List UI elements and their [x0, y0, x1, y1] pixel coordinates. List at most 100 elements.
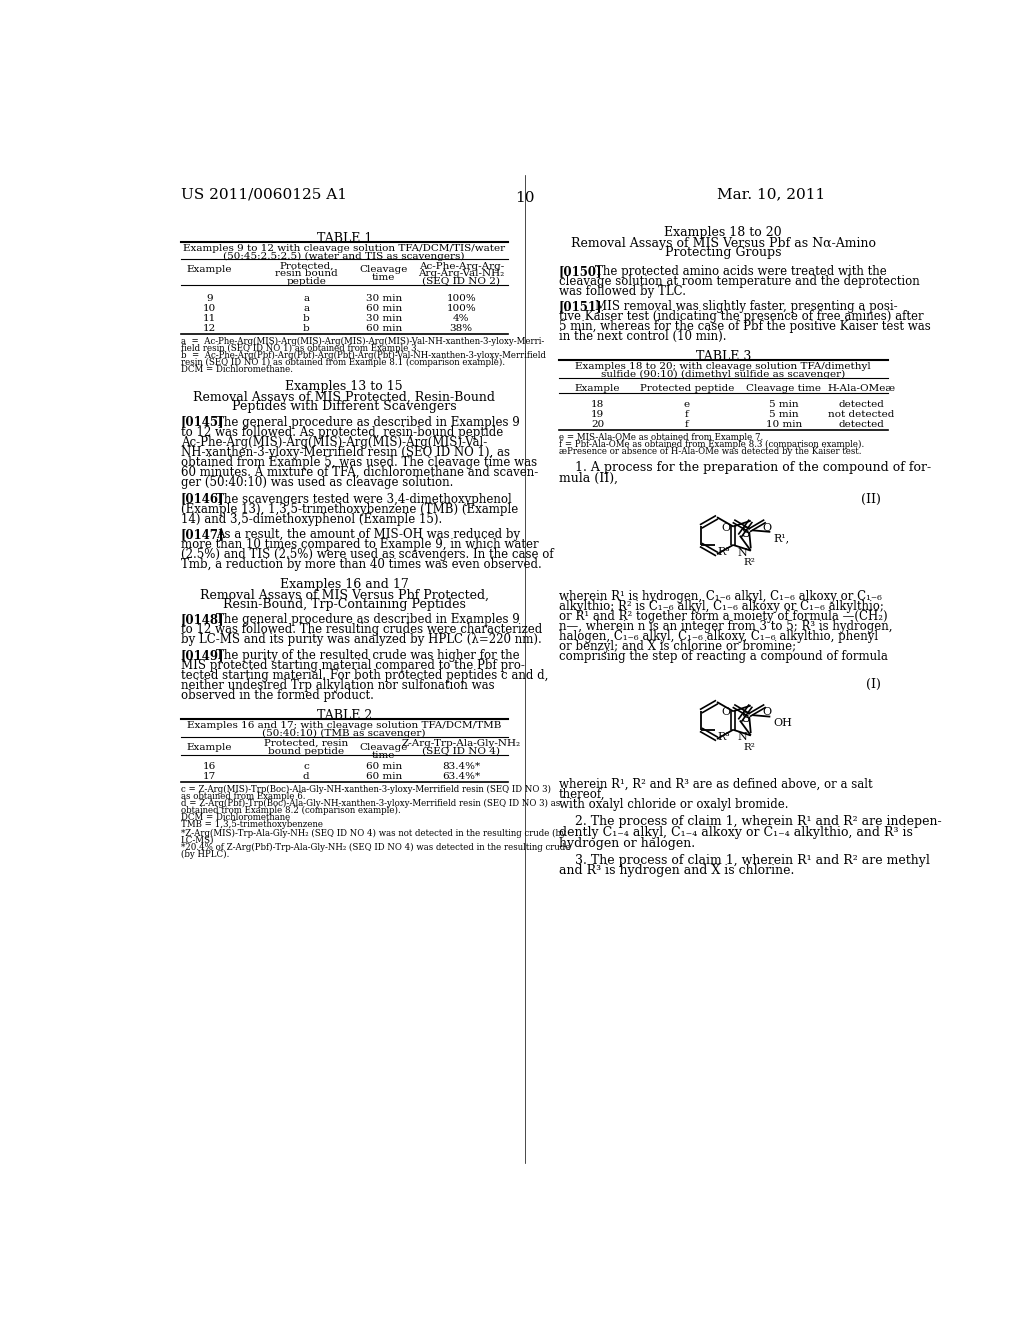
- Text: a: a: [303, 294, 309, 302]
- Text: f: f: [685, 420, 689, 429]
- Text: 5 min: 5 min: [769, 411, 799, 420]
- Text: TABLE 1: TABLE 1: [316, 231, 372, 244]
- Text: was followed by TLC.: was followed by TLC.: [559, 285, 686, 298]
- Text: observed in the formed product.: observed in the formed product.: [180, 689, 374, 702]
- Text: R²: R²: [743, 558, 755, 568]
- Text: Examples 18 to 20; with cleavage solution TFA/dimethyl: Examples 18 to 20; with cleavage solutio…: [575, 363, 871, 371]
- Text: Ac-Phe-Arg-Arg-: Ac-Phe-Arg-Arg-: [419, 261, 504, 271]
- Text: MIS protected starting material compared to the Pbf pro-: MIS protected starting material compared…: [180, 659, 524, 672]
- Text: to 12 was followed. The resulting crudes were characterized: to 12 was followed. The resulting crudes…: [180, 623, 542, 636]
- Text: Protecting Groups: Protecting Groups: [665, 246, 781, 259]
- Text: Removal Assays of MIS Protected, Resin-Bound: Removal Assays of MIS Protected, Resin-B…: [194, 391, 496, 404]
- Text: S: S: [742, 711, 751, 725]
- Text: e: e: [684, 400, 690, 409]
- Text: time: time: [372, 273, 395, 282]
- Text: R³: R³: [717, 548, 730, 557]
- Text: DCM = Dichloromethane.: DCM = Dichloromethane.: [180, 364, 293, 374]
- Text: Protected,: Protected,: [279, 261, 334, 271]
- Text: a  =  Ac-Phe-Arg(MIS)-Arg(MIS)-Arg(MIS)-Arg(MIS)-Val-NH-xanthen-3-yloxy-Merri-: a = Ac-Phe-Arg(MIS)-Arg(MIS)-Arg(MIS)-Ar…: [180, 337, 544, 346]
- Text: O: O: [721, 708, 730, 718]
- Text: 12: 12: [203, 323, 216, 333]
- Text: O: O: [721, 523, 730, 533]
- Text: (50:45:2.5:2.5) (water and TIS as scavengers): (50:45:2.5:2.5) (water and TIS as scaven…: [223, 252, 465, 260]
- Text: (by HPLC).: (by HPLC).: [180, 850, 229, 859]
- Text: (SEQ ID NO 4): (SEQ ID NO 4): [422, 747, 501, 755]
- Text: f: f: [685, 411, 689, 420]
- Text: 10: 10: [203, 304, 216, 313]
- Text: 100%: 100%: [446, 304, 476, 313]
- Text: 18: 18: [591, 400, 604, 409]
- Text: DCM = Dichloromethane: DCM = Dichloromethane: [180, 813, 290, 822]
- Text: (II): (II): [861, 494, 882, 507]
- Text: bound peptide: bound peptide: [268, 747, 344, 755]
- Text: field resin (SEQ ID NO 1) as obtained from Example 3.: field resin (SEQ ID NO 1) as obtained fr…: [180, 345, 419, 352]
- Text: TABLE 2: TABLE 2: [316, 709, 372, 722]
- Text: b: b: [303, 323, 309, 333]
- Text: OH: OH: [773, 718, 793, 729]
- Text: (50:40:10) (TMB as scavenger): (50:40:10) (TMB as scavenger): [262, 729, 426, 738]
- Text: neither undesired Trp alkylation nor sulfonation was: neither undesired Trp alkylation nor sul…: [180, 678, 495, 692]
- Text: [0145]: [0145]: [180, 416, 224, 429]
- Text: or R¹ and R² together form a moiety of formula —(CH₂): or R¹ and R² together form a moiety of f…: [559, 610, 888, 623]
- Text: N: N: [738, 733, 748, 742]
- Text: As a result, the amount of MIS-OH was reduced by: As a result, the amount of MIS-OH was re…: [216, 528, 520, 541]
- Text: (I): (I): [866, 678, 882, 692]
- Text: [0151]: [0151]: [559, 300, 602, 313]
- Text: 5 min: 5 min: [769, 400, 799, 409]
- Text: Example: Example: [574, 384, 621, 393]
- Text: Z-Arg-Trp-Ala-Gly-NH₂: Z-Arg-Trp-Ala-Gly-NH₂: [401, 739, 521, 748]
- Text: d: d: [303, 772, 309, 781]
- Text: Cleavage: Cleavage: [359, 743, 408, 752]
- Text: resin bound: resin bound: [274, 269, 338, 279]
- Text: hydrogen or halogen.: hydrogen or halogen.: [559, 837, 695, 850]
- Text: and R³ is hydrogen and X is chlorine.: and R³ is hydrogen and X is chlorine.: [559, 865, 795, 878]
- Text: [0147]: [0147]: [180, 528, 224, 541]
- Text: 83.4%*: 83.4%*: [442, 762, 480, 771]
- Text: not detected: not detected: [828, 411, 894, 420]
- Text: detected: detected: [839, 400, 884, 409]
- Text: 9: 9: [206, 294, 213, 302]
- Text: O: O: [762, 523, 771, 533]
- Text: Protected, resin: Protected, resin: [264, 739, 348, 748]
- Text: obtained from Example 5, was used. The cleavage time was: obtained from Example 5, was used. The c…: [180, 455, 537, 469]
- Text: by LC-MS and its purity was analyzed by HPLC (λ=220 nm).: by LC-MS and its purity was analyzed by …: [180, 634, 542, 647]
- Text: 10 min: 10 min: [766, 420, 802, 429]
- Text: 4%: 4%: [453, 314, 469, 323]
- Text: b: b: [303, 314, 309, 323]
- Text: [0146]: [0146]: [180, 492, 224, 506]
- Text: f = Pbf-Ala-OMe as obtained from Example 8.3 (comparison example).: f = Pbf-Ala-OMe as obtained from Example…: [559, 441, 864, 449]
- Text: c: c: [303, 762, 309, 771]
- Text: comprising the step of reacting a compound of formula: comprising the step of reacting a compou…: [559, 649, 888, 663]
- Text: e = MIS-Ala-OMe as obtained from Example 7.: e = MIS-Ala-OMe as obtained from Example…: [559, 433, 763, 442]
- Text: 16: 16: [203, 762, 216, 771]
- Text: obtained from Example 8.2 (comparison example).: obtained from Example 8.2 (comparison ex…: [180, 807, 400, 814]
- Text: 30 min: 30 min: [366, 314, 401, 323]
- Text: thereof,: thereof,: [559, 788, 605, 801]
- Text: halogen, C₁₋₆ alkyl, C₁₋₆ alkoxy, C₁₋₆ alkylthio, phenyl: halogen, C₁₋₆ alkyl, C₁₋₆ alkoxy, C₁₋₆ a…: [559, 630, 878, 643]
- Text: S: S: [742, 527, 751, 540]
- Text: Resin-Bound, Trp-Containing Peptides: Resin-Bound, Trp-Containing Peptides: [223, 598, 466, 611]
- Text: LC-MS): LC-MS): [180, 836, 214, 845]
- Text: TABLE 3: TABLE 3: [695, 350, 751, 363]
- Text: 60 minutes. A mixture of TFA, dichloromethane and scaven-: 60 minutes. A mixture of TFA, dichlorome…: [180, 466, 538, 479]
- Text: Examples 16 and 17: Examples 16 and 17: [280, 578, 409, 591]
- Text: d = Z-Arg(Pbf)-Trp(Boc)-Ala-Gly-NH-xanthen-3-yloxy-Merrifield resin (SEQ ID NO 3: d = Z-Arg(Pbf)-Trp(Boc)-Ala-Gly-NH-xanth…: [180, 799, 560, 808]
- Text: as obtained from Example 6.: as obtained from Example 6.: [180, 792, 305, 801]
- Text: n—, wherein n is an integer from 3 to 5; R³ is hydrogen,: n—, wherein n is an integer from 3 to 5;…: [559, 619, 892, 632]
- Text: Removal Assays of MIS Versus Pbf as Nα-Amino: Removal Assays of MIS Versus Pbf as Nα-A…: [570, 238, 876, 249]
- Text: (2.5%) and TIS (2.5%) were used as scavengers. In the case of: (2.5%) and TIS (2.5%) were used as scave…: [180, 548, 553, 561]
- Text: ger (50:40:10) was used as cleavage solution.: ger (50:40:10) was used as cleavage solu…: [180, 475, 453, 488]
- Text: Cleavage: Cleavage: [359, 265, 408, 275]
- Text: resin (SEQ ID NO 1) as obtained from Example 8.1 (comparison example).: resin (SEQ ID NO 1) as obtained from Exa…: [180, 358, 505, 367]
- Text: c = Z-Arg(MIS)-Trp(Boc)-Ala-Gly-NH-xanthen-3-yloxy-Merrifield resin (SEQ ID NO 3: c = Z-Arg(MIS)-Trp(Boc)-Ala-Gly-NH-xanth…: [180, 785, 551, 795]
- Text: 60 min: 60 min: [366, 772, 401, 781]
- Text: 14) and 3,5-dimethoxyphenol (Example 15).: 14) and 3,5-dimethoxyphenol (Example 15)…: [180, 512, 442, 525]
- Text: b  =  Ac-Phe-Arg(Pbf)-Arg(Pbf)-Arg(Pbf)-Arg(Pbf)-Val-NH-xanthen-3-yloxy-Merrifie: b = Ac-Phe-Arg(Pbf)-Arg(Pbf)-Arg(Pbf)-Ar…: [180, 351, 546, 360]
- Text: alkylthio; R² is C₁₋₆ alkyl, C₁₋₆ alkoxy or C₁₋₆ alkylthio;: alkylthio; R² is C₁₋₆ alkyl, C₁₋₆ alkoxy…: [559, 599, 884, 612]
- Text: R¹,: R¹,: [773, 533, 790, 544]
- Text: Ac-Phe-Arg(MIS)-Arg(MIS)-Arg(MIS)-Arg(MIS)-Val-: Ac-Phe-Arg(MIS)-Arg(MIS)-Arg(MIS)-Arg(MI…: [180, 436, 487, 449]
- Text: The general procedure as described in Examples 9: The general procedure as described in Ex…: [216, 416, 520, 429]
- Text: 30 min: 30 min: [366, 294, 401, 302]
- Text: Examples 16 and 17; with cleavage solution TFA/DCM/TMB: Examples 16 and 17; with cleavage soluti…: [187, 721, 502, 730]
- Text: TMB = 1,3,5-trimethoxybenzene: TMB = 1,3,5-trimethoxybenzene: [180, 820, 323, 829]
